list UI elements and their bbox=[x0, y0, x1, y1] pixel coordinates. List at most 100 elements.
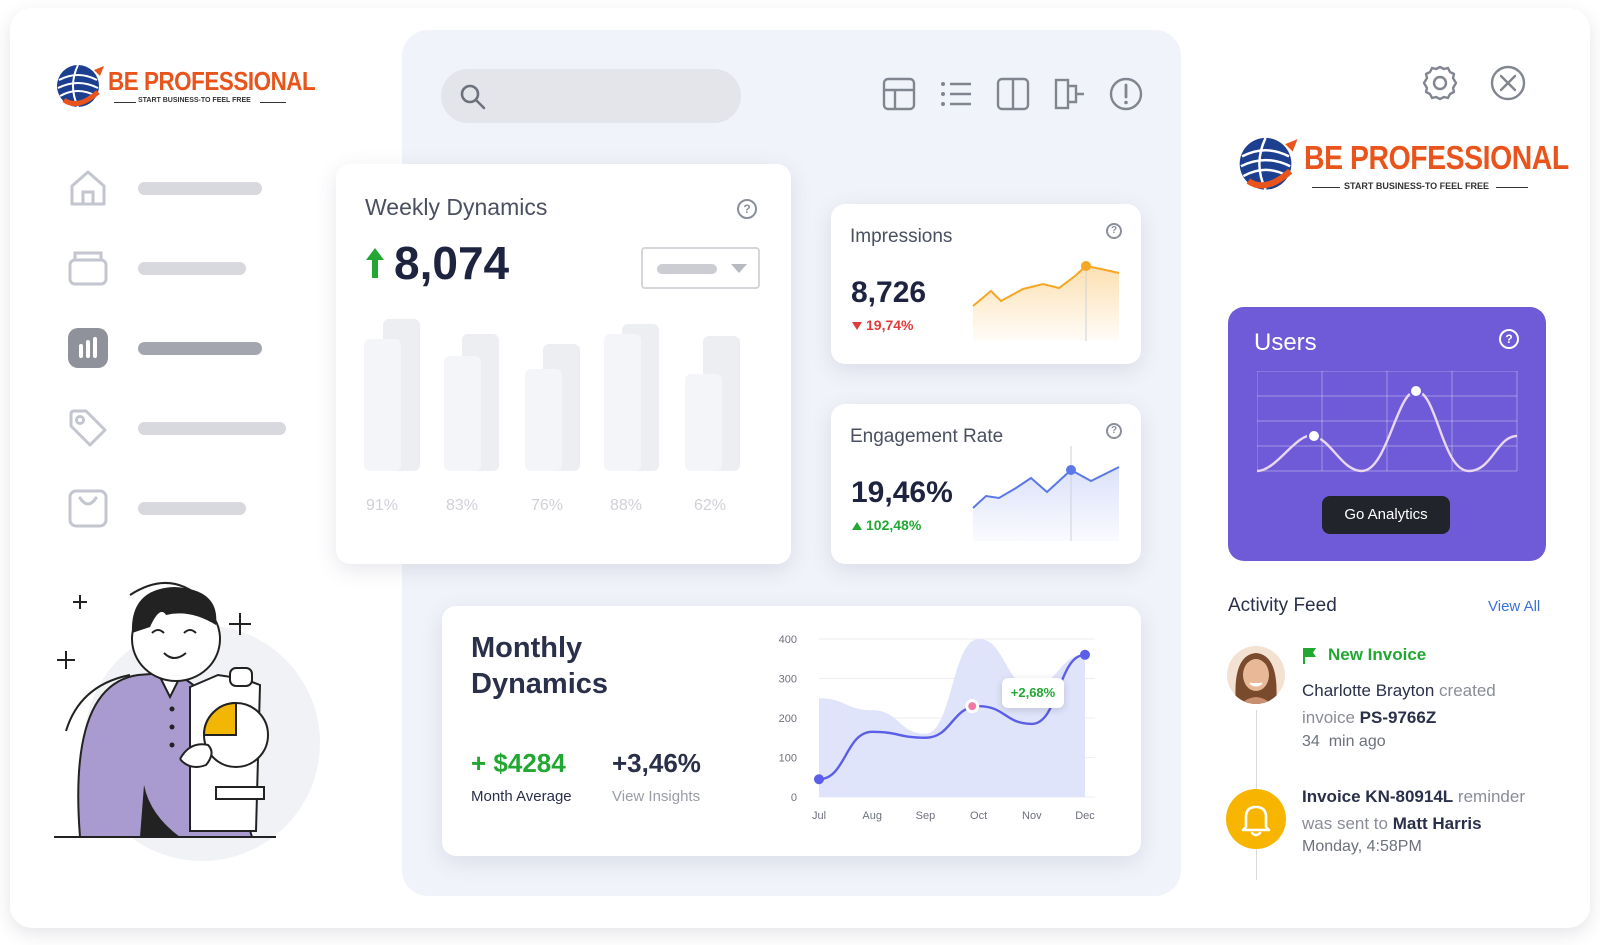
line-series bbox=[818, 653, 1086, 781]
weekly-bar-label: 83% bbox=[445, 497, 479, 514]
person-illustration bbox=[54, 582, 320, 861]
view-all-link[interactable]: View All bbox=[1488, 598, 1541, 615]
engagement-title: Engagement Rate bbox=[850, 426, 1004, 447]
engagement-card: Engagement Rate ? 19,46% 102,48% bbox=[831, 404, 1141, 564]
period-dropdown[interactable] bbox=[641, 247, 760, 289]
engagement-change: 102,48% bbox=[866, 517, 922, 533]
flow-icon[interactable] bbox=[1052, 76, 1088, 112]
brand-tagline: START BUSINESS-TO FEEL FREE bbox=[138, 97, 251, 104]
columns-icon[interactable] bbox=[995, 76, 1031, 112]
y-tick-label: 300 bbox=[779, 674, 797, 686]
activity-object: invoice bbox=[1302, 708, 1355, 727]
close-icon[interactable] bbox=[1488, 63, 1528, 103]
monthly-title-line2: Dynamics bbox=[471, 668, 609, 700]
engagement-value: 19,46% bbox=[851, 476, 953, 509]
sidebar-item-label bbox=[138, 502, 246, 515]
sidebar-item-analytics[interactable] bbox=[66, 326, 296, 370]
x-tick-label: Dec bbox=[1075, 810, 1095, 822]
help-icon[interactable]: ? bbox=[737, 199, 757, 219]
globe-logo-icon bbox=[57, 64, 104, 108]
help-icon[interactable]: ? bbox=[1106, 223, 1122, 239]
sidebar-item-label bbox=[138, 342, 262, 355]
month-average-label: Month Average bbox=[471, 788, 572, 805]
brand-divider-left bbox=[1312, 187, 1340, 188]
tag-icon bbox=[69, 409, 107, 447]
globe-logo-icon bbox=[1239, 137, 1298, 191]
brand-divider-left bbox=[114, 102, 136, 103]
weekly-bar bbox=[685, 374, 722, 471]
x-tick-label: Oct bbox=[970, 810, 987, 822]
monthly-title-line1: Monthly bbox=[471, 632, 583, 664]
weekly-title: Weekly Dynamics bbox=[365, 194, 548, 220]
line-point-end bbox=[1080, 649, 1090, 660]
brand-logo[interactable]: BE PROFESSIONAL START BUSINESS-TO FEEL F… bbox=[54, 62, 316, 112]
chart-badge: +2,68% bbox=[1002, 678, 1064, 708]
list-icon[interactable] bbox=[938, 76, 974, 112]
impressions-card: Impressions ? 8,726 19,74% bbox=[831, 204, 1141, 364]
avatar bbox=[1227, 646, 1285, 704]
sidebar-item-tags[interactable] bbox=[66, 406, 296, 450]
help-icon[interactable]: ? bbox=[1499, 329, 1519, 349]
line-point-start bbox=[814, 774, 824, 785]
alert-icon[interactable] bbox=[1108, 76, 1144, 112]
weekly-value: 8,074 bbox=[394, 237, 510, 289]
activity-text: Invoice KN-80914L reminder was sent to M… bbox=[1302, 783, 1562, 837]
activity-user-name[interactable]: Charlotte Brayton bbox=[1302, 681, 1435, 700]
view-insights-link[interactable]: View Insights bbox=[612, 788, 701, 805]
bag-icon bbox=[68, 489, 108, 528]
weekly-bar-label: 88% bbox=[609, 497, 643, 514]
grid-icon[interactable] bbox=[881, 76, 917, 112]
impressions-title: Impressions bbox=[850, 226, 953, 247]
sidebar-item-label bbox=[138, 182, 262, 195]
arrow-up-icon bbox=[366, 248, 384, 278]
sidebar-item-label bbox=[138, 422, 286, 435]
sidebar-item-label bbox=[138, 262, 246, 275]
weekly-bar bbox=[604, 334, 641, 471]
arrow-up-small-icon bbox=[852, 522, 862, 530]
insights-value: +3,46% bbox=[612, 748, 701, 778]
y-tick-label: 200 bbox=[779, 713, 797, 725]
search-input[interactable] bbox=[441, 69, 741, 123]
brand-divider-right bbox=[260, 102, 286, 103]
arrow-down-icon bbox=[852, 322, 862, 330]
y-tick-label: 0 bbox=[791, 792, 797, 804]
brand-divider-right bbox=[1496, 187, 1528, 188]
brand-logo-right[interactable]: BE PROFESSIONAL START BUSINESS-TO FEEL F… bbox=[1236, 134, 1569, 196]
settings-icon[interactable] bbox=[1420, 63, 1460, 103]
brand-name: BE PROFESSIONAL bbox=[1304, 139, 1569, 176]
sidebar-item-home[interactable] bbox=[66, 166, 296, 210]
chevron-down-icon bbox=[731, 264, 747, 273]
impressions-change: 19,74% bbox=[866, 317, 914, 333]
activity-ref[interactable]: Invoice KN-80914L bbox=[1302, 787, 1454, 806]
weekly-bar bbox=[525, 369, 562, 471]
activity-text: Charlotte Brayton created invoice PS-976… bbox=[1302, 677, 1562, 731]
highlight-point bbox=[968, 702, 977, 711]
brand-tagline: START BUSINESS-TO FEEL FREE bbox=[1344, 181, 1490, 191]
activity-user-name[interactable]: Matt Harris bbox=[1392, 814, 1482, 833]
x-tick-label: Sep bbox=[916, 810, 936, 822]
activity-item[interactable]: New Invoice Charlotte Brayton created in… bbox=[1226, 645, 1556, 765]
y-tick-label: 100 bbox=[779, 753, 797, 765]
users-card: Users ? Go Analytics bbox=[1228, 307, 1546, 561]
month-average-value: + $4284 bbox=[471, 748, 566, 778]
activity-time: Monday, 4:58PM bbox=[1302, 838, 1422, 855]
x-tick-label: Nov bbox=[1022, 810, 1042, 822]
activity-feed-title: Activity Feed bbox=[1228, 595, 1337, 616]
search-icon bbox=[460, 84, 486, 110]
x-tick-label: Aug bbox=[862, 810, 882, 822]
sidebar-item-box[interactable] bbox=[66, 246, 296, 290]
users-title: Users bbox=[1254, 329, 1317, 356]
bell-icon bbox=[1226, 789, 1286, 849]
activity-tag: New Invoice bbox=[1328, 645, 1427, 664]
go-analytics-button[interactable]: Go Analytics bbox=[1322, 496, 1450, 534]
y-tick-label: 400 bbox=[779, 634, 797, 646]
weekly-bar-chart bbox=[364, 319, 740, 471]
help-icon[interactable]: ? bbox=[1106, 423, 1122, 439]
impressions-sparkline bbox=[972, 261, 1120, 341]
activity-verb: reminder bbox=[1457, 787, 1526, 806]
activity-item[interactable]: Invoice KN-80914L reminder was sent to M… bbox=[1226, 787, 1556, 890]
users-wave-chart bbox=[1257, 371, 1518, 473]
sidebar-item-bag[interactable] bbox=[66, 486, 296, 530]
monthly-line-chart: 400 300 200 100 0 Jul Aug Sep Oct Nov Dec bbox=[779, 634, 1096, 822]
activity-ref[interactable]: PS-9766Z bbox=[1359, 708, 1437, 727]
